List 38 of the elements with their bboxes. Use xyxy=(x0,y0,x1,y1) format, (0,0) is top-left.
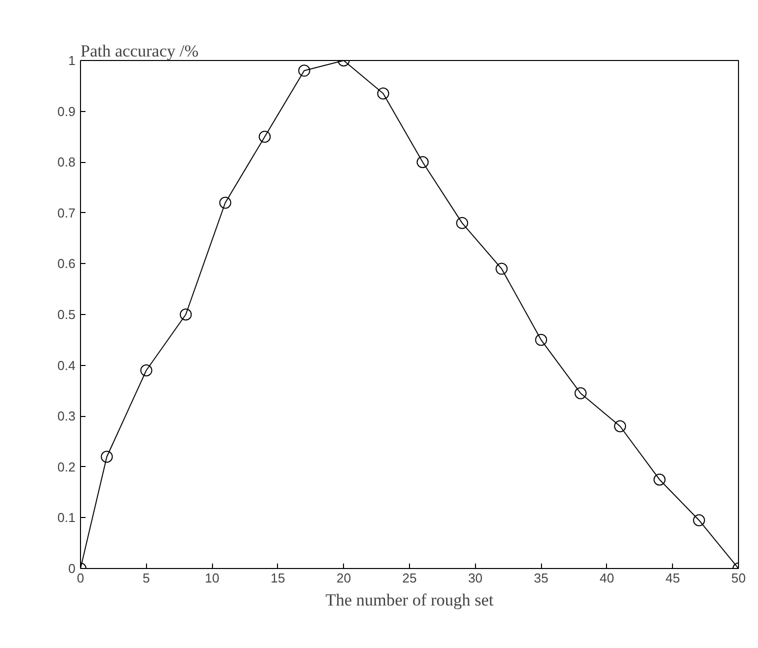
x-tick-label: 15 xyxy=(270,570,286,586)
y-tick-label: 0.3 xyxy=(57,408,76,424)
point xyxy=(219,196,232,209)
point xyxy=(456,217,468,230)
point xyxy=(614,420,626,432)
point xyxy=(377,88,390,100)
point xyxy=(416,156,429,168)
y-axis-title: Path accuracy /% xyxy=(80,42,198,60)
point xyxy=(496,262,508,275)
x-tick-label: 40 xyxy=(600,570,614,586)
x-tick-label: 25 xyxy=(402,570,417,586)
point xyxy=(693,514,706,526)
x-tick-label: 50 xyxy=(731,570,746,586)
point xyxy=(180,308,192,320)
y-tick-label: 0.2 xyxy=(57,459,76,474)
y-tick-label: 0.7 xyxy=(57,205,76,220)
point xyxy=(258,130,271,143)
point xyxy=(298,64,310,77)
point xyxy=(654,474,666,486)
x-tick-label: 5 xyxy=(142,570,150,586)
x-tick-label: 30 xyxy=(468,570,483,586)
y-tick-label: 0.6 xyxy=(57,256,76,272)
x-tick-label: 20 xyxy=(336,570,351,586)
y-tick-label: 0.5 xyxy=(57,307,76,322)
point xyxy=(535,334,548,346)
y-tick-label: 0.8 xyxy=(57,154,76,170)
y-tick-label: 0.4 xyxy=(57,358,76,373)
point xyxy=(140,364,152,376)
x-axis-title: The number of rough set xyxy=(325,590,494,610)
y-tick-label: 1 xyxy=(68,53,76,68)
point xyxy=(100,450,113,463)
x-tick-label: 35 xyxy=(534,570,548,586)
x-tick-label: 10 xyxy=(204,570,220,586)
y-tick-label: 0 xyxy=(68,561,76,576)
y-tick-label: 0.1 xyxy=(57,510,76,526)
x-tick-label: 45 xyxy=(665,570,680,586)
point xyxy=(574,387,587,400)
y-tick-label: 0.9 xyxy=(57,104,76,119)
